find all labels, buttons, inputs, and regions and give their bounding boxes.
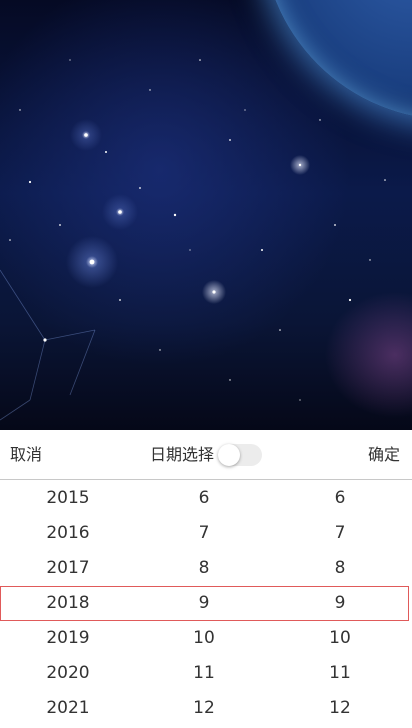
picker-title: 日期选择 (150, 445, 215, 464)
picker-row: 2016 7 7 (0, 516, 412, 551)
starfield (0, 269, 96, 421)
month-option[interactable]: 8 (198, 558, 210, 578)
picker-row: 2021 12 12 (0, 691, 412, 726)
month-option[interactable]: 12 (193, 698, 215, 718)
picker-row: 2020 11 11 (0, 656, 412, 691)
day-option[interactable]: 12 (329, 698, 351, 718)
picker-row: 2017 8 8 (0, 551, 412, 586)
year-option-selected[interactable]: 2018 (46, 593, 90, 613)
day-option[interactable]: 6 (334, 488, 346, 508)
year-option[interactable]: 2017 (46, 558, 90, 578)
day-option-selected[interactable]: 9 (334, 593, 346, 613)
day-option[interactable]: 11 (329, 663, 351, 683)
year-option[interactable]: 2019 (46, 628, 90, 648)
month-option[interactable]: 10 (193, 628, 215, 648)
year-option[interactable]: 2016 (46, 523, 90, 543)
year-option[interactable]: 2015 (46, 488, 90, 508)
year-option[interactable]: 2020 (46, 663, 90, 683)
picker-wheels[interactable]: 2015 6 6 2016 7 7 2017 8 8 2018 9 9 2019… (0, 481, 412, 728)
picker-row: 2019 10 10 (0, 621, 412, 656)
picker-header: 取消 日期选择 确定 (0, 430, 412, 480)
month-option-selected[interactable]: 9 (198, 593, 210, 613)
month-option[interactable]: 11 (193, 663, 215, 683)
space-background-image (0, 0, 412, 430)
day-option[interactable]: 7 (334, 523, 346, 543)
date-mode-toggle[interactable] (218, 444, 262, 466)
toggle-knob (218, 444, 240, 466)
date-picker-sheet: 取消 日期选择 确定 2015 6 6 2016 7 7 2017 8 8 20… (0, 430, 412, 728)
picker-row: 2015 6 6 (0, 481, 412, 516)
cancel-button[interactable]: 取消 (10, 445, 43, 464)
month-option[interactable]: 6 (198, 488, 210, 508)
month-option[interactable]: 7 (198, 523, 210, 543)
day-option[interactable]: 8 (334, 558, 346, 578)
picker-row-selected: 2018 9 9 (0, 586, 412, 621)
day-option[interactable]: 10 (329, 628, 351, 648)
confirm-button[interactable]: 确定 (367, 445, 400, 464)
year-option[interactable]: 2021 (46, 698, 90, 718)
